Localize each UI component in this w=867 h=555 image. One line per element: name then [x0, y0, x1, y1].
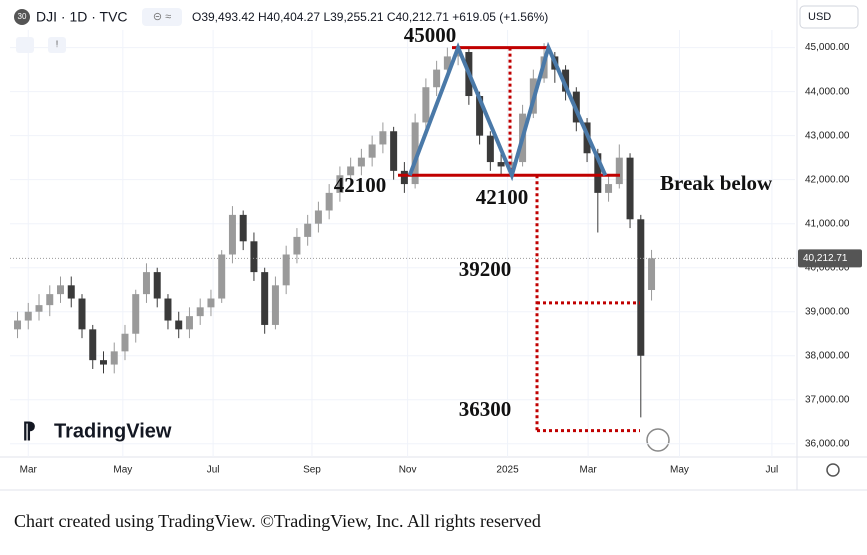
logo-text: TradingView — [54, 420, 172, 442]
y-tick-label: 43,000.00 — [805, 130, 850, 141]
candle-body — [78, 298, 86, 330]
last-price-label: 40,212.71 — [803, 253, 848, 264]
candle-body — [132, 294, 140, 334]
y-tick-label: 36,000.00 — [805, 438, 850, 449]
x-tick-label: Mar — [20, 465, 38, 476]
symbol-badge — [14, 9, 30, 25]
candle-body — [486, 135, 494, 163]
candle-body — [121, 333, 129, 352]
candle-body — [261, 272, 269, 325]
candle-body — [336, 175, 344, 193]
candle-body — [615, 157, 623, 185]
candle-body — [594, 153, 602, 193]
x-tick-label: Nov — [399, 465, 417, 476]
level-label: 39200 — [459, 257, 512, 281]
candle-body — [368, 144, 376, 158]
candle-body — [325, 192, 333, 211]
candle-body — [14, 320, 22, 330]
candle-body — [239, 214, 247, 242]
logo-mark: ⁋ — [22, 418, 36, 443]
candle-body — [99, 360, 107, 365]
x-tick-label: 2025 — [496, 465, 519, 476]
compare-toggle[interactable] — [142, 8, 182, 26]
candle-body — [454, 52, 462, 57]
candle-body — [207, 298, 215, 308]
info-icon[interactable] — [48, 37, 66, 53]
alert-icon[interactable] — [16, 37, 34, 53]
candle-body — [314, 210, 322, 224]
y-tick-label: 44,000.00 — [805, 86, 850, 97]
candle-body — [271, 285, 279, 325]
x-tick-label: Jul — [207, 465, 220, 476]
caption: Chart created using TradingView. ©Tradin… — [14, 511, 541, 531]
candle-body — [153, 272, 161, 299]
currency[interactable]: USD — [808, 11, 831, 23]
annotation: Break below — [660, 171, 773, 195]
y-tick-label: 42,000.00 — [805, 174, 850, 185]
candle-body — [293, 236, 301, 255]
candle-body — [57, 285, 65, 295]
y-tick-label: 39,000.00 — [805, 306, 850, 317]
x-tick-label: Mar — [580, 465, 598, 476]
x-tick-label: Sep — [303, 465, 321, 476]
candle-body — [218, 254, 226, 299]
y-tick-label: 37,000.00 — [805, 394, 850, 405]
candle-body — [347, 166, 355, 176]
candle-body — [357, 157, 365, 167]
candle-body — [35, 305, 43, 312]
badge-text: 30 — [18, 12, 27, 21]
candle-body — [304, 223, 312, 237]
candle-body — [422, 87, 430, 123]
candle-body — [250, 241, 258, 273]
candle-body — [142, 272, 150, 295]
candle-body — [110, 351, 118, 365]
x-tick-label: May — [670, 465, 689, 476]
y-tick-label: 45,000.00 — [805, 42, 850, 53]
level-label: 42100 — [334, 173, 387, 197]
candle-body — [562, 69, 570, 92]
info-mark: ! — [56, 40, 59, 51]
candle-body — [443, 56, 451, 70]
x-tick-label: Jul — [765, 465, 778, 476]
candle-body — [89, 329, 97, 361]
candle-body — [196, 307, 204, 317]
candle-body — [379, 131, 387, 145]
candle-body — [648, 258, 656, 291]
candle-body — [46, 294, 54, 306]
candle-body — [433, 69, 441, 88]
candle-body — [476, 96, 484, 136]
x-tick-label: May — [113, 465, 132, 476]
candle-body — [175, 320, 183, 330]
last-price-box — [798, 249, 862, 268]
news-icon[interactable] — [646, 428, 670, 452]
y-tick-label: 41,000.00 — [805, 218, 850, 229]
candle-body — [497, 162, 505, 167]
compare-icon: ⊝ ≈ — [153, 11, 171, 23]
candle-body — [164, 298, 172, 321]
currency-button[interactable] — [799, 5, 859, 29]
double-top-pattern — [407, 41, 608, 182]
candle-body — [400, 170, 408, 185]
candle-body — [605, 184, 613, 193]
candle-body — [67, 285, 75, 299]
candle-body — [24, 311, 32, 321]
candle-body — [411, 122, 419, 185]
candle-body — [626, 157, 634, 220]
y-tick-label: 40,000.00 — [805, 262, 850, 273]
candle-body — [185, 316, 193, 330]
level-label: 42100 — [476, 185, 529, 209]
candle-body — [508, 162, 516, 167]
candle-body — [228, 214, 236, 255]
ohlc: O39,493.42 H40,404.27 L39,255.21 C40,212… — [192, 10, 548, 24]
logo: ⁋ TradingView — [22, 418, 172, 443]
symbol[interactable]: DJI · 1D · TVC — [36, 9, 128, 25]
level-label: 36300 — [459, 397, 512, 421]
candle-body — [390, 131, 398, 171]
y-tick-label: 38,000.00 — [805, 350, 850, 361]
settings-icon[interactable] — [826, 463, 840, 477]
level-label: 45000 — [404, 23, 457, 47]
candle-body — [282, 254, 290, 286]
candle-body — [637, 219, 645, 356]
